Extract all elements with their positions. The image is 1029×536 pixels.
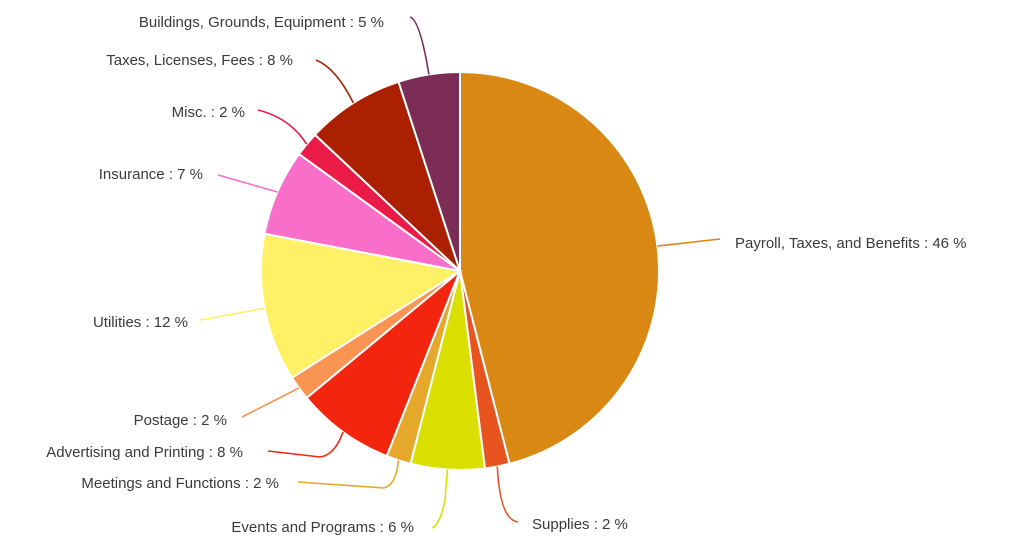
leader-line-buildings-grounds-equipment [409,16,430,75]
leader-line-supplies [496,466,519,523]
pie-slice-utilities[interactable] [260,232,463,380]
pie-slice-payroll-taxes-and-benefits[interactable] [459,70,660,465]
slice-label-advertising-and-printing: Advertising and Printing : 8 % [46,444,243,461]
leader-line-utilities [199,307,265,321]
pie-slice-taxes-licenses-fees[interactable] [313,80,461,272]
pie-slices [260,70,660,471]
slice-label-insurance: Insurance : 7 % [99,166,203,183]
label-leader-lines [199,16,721,529]
slice-label-events-and-programs: Events and Programs : 6 % [231,519,414,536]
leader-line-misc [257,109,308,145]
pie-slice-advertising-and-printing[interactable] [305,270,461,458]
slice-label-payroll-taxes-and-benefits: Payroll, Taxes, and Benefits : 46 % [735,235,967,252]
slice-label-supplies: Supplies : 2 % [532,516,628,533]
leader-line-payroll-taxes-and-benefits [657,238,721,247]
slice-label-taxes-licenses-fees: Taxes, Licenses, Fees : 8 % [106,52,293,69]
slice-label-misc: Misc. : 2 % [172,104,245,121]
slice-label-buildings-grounds-equipment: Buildings, Grounds, Equipment : 5 % [139,14,384,31]
slice-label-postage: Postage : 2 % [134,412,227,429]
slice-labels: Payroll, Taxes, and Benefits : 46 % Suppl… [46,14,966,536]
leader-line-postage [241,387,300,418]
leader-line-insurance [217,174,278,193]
leader-line-advertising-and-printing [267,431,344,458]
slice-label-meetings-and-functions: Meetings and Functions : 2 % [81,475,279,492]
slice-label-utilities: Utilities : 12 % [93,314,188,331]
leader-line-events-and-programs [431,469,449,529]
leader-line-meetings-and-functions [297,460,400,489]
leader-line-taxes-licenses-fees [315,59,355,104]
